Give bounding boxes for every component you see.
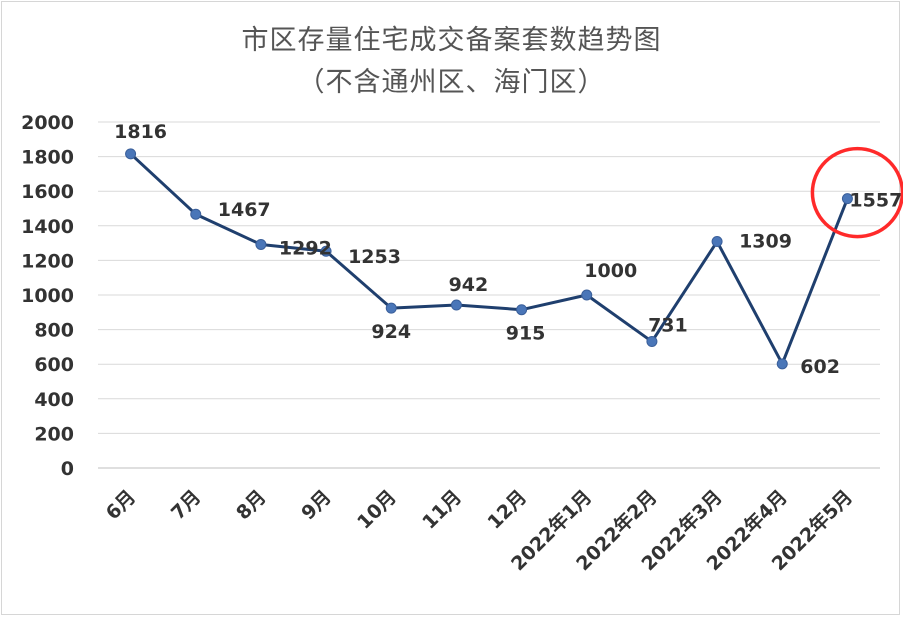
- y-tick-label: 1400: [21, 216, 74, 238]
- data-point: [190, 208, 202, 220]
- chart-title: 市区存量住宅成交备案套数趋势图: [241, 25, 662, 56]
- data-point: [450, 299, 462, 311]
- y-tick-label: 1200: [21, 250, 74, 272]
- y-tick-label: 200: [34, 423, 74, 445]
- x-tick-label: 11月: [418, 486, 466, 534]
- y-tick-label: 2000: [21, 112, 74, 134]
- data-point: [320, 245, 332, 257]
- data-label: 1000: [584, 260, 637, 282]
- data-point: [516, 304, 528, 316]
- chart-subtitle: （不含通州区、海门区）: [297, 67, 606, 98]
- y-tick-label: 600: [34, 354, 74, 376]
- y-tick-label: 1800: [21, 147, 74, 169]
- data-point: [776, 358, 788, 370]
- data-point: [125, 148, 137, 160]
- data-label: 602: [800, 356, 840, 378]
- x-tick-label: 6月: [102, 486, 140, 524]
- x-tick-label: 7月: [167, 486, 205, 524]
- y-tick-label: 800: [34, 320, 74, 342]
- data-point: [841, 193, 853, 205]
- data-label: 1309: [739, 231, 792, 253]
- data-point: [581, 289, 593, 301]
- y-tick-label: 0: [61, 458, 74, 480]
- x-tick-label: 10月: [353, 486, 401, 534]
- data-label: 942: [449, 274, 489, 296]
- series-line: [129, 152, 849, 366]
- data-label: 1816: [114, 121, 167, 143]
- data-label: 1467: [218, 199, 271, 221]
- y-tick-label: 400: [34, 389, 74, 411]
- data-label: 1292: [279, 237, 332, 259]
- data-point: [711, 236, 723, 248]
- data-point: [385, 302, 397, 314]
- data-point: [646, 336, 658, 348]
- x-tick-label: 9月: [297, 486, 335, 524]
- y-tick-label: 1600: [21, 181, 74, 203]
- x-tick-label: 12月: [483, 486, 531, 534]
- data-label: 915: [506, 323, 546, 345]
- highlight-circle: [810, 146, 903, 239]
- data-label: 924: [371, 321, 411, 343]
- data-label: 731: [648, 315, 688, 337]
- data-point: [255, 238, 267, 250]
- x-tick-label: 8月: [232, 486, 270, 524]
- data-label: 1253: [348, 246, 401, 268]
- y-tick-label: 1000: [21, 285, 74, 307]
- data-label: 1557: [849, 190, 902, 212]
